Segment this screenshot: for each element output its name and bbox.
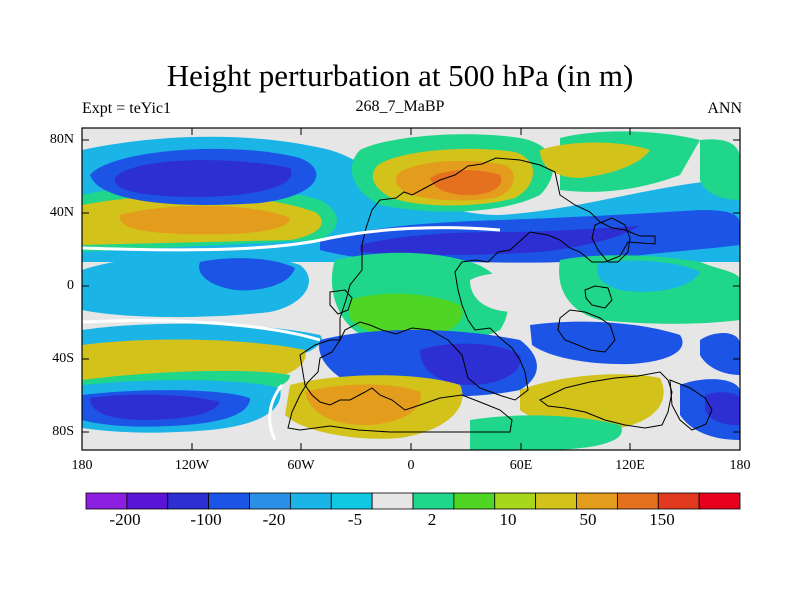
colorbar-label-m20: -20 xyxy=(262,510,286,529)
colorbar-label-10: 10 xyxy=(499,510,517,529)
colorbar-box-1 xyxy=(126,492,169,510)
y-axis-ticks xyxy=(82,139,740,433)
colorbar-box-0 xyxy=(85,492,128,510)
y-label-40s: 40S xyxy=(52,351,74,366)
tropics-blue xyxy=(199,258,295,291)
y-label-40n: 40N xyxy=(49,205,74,220)
low-north-atlantic-darkblue xyxy=(114,160,292,197)
high-asia-redorange xyxy=(430,170,502,196)
colorbar-box-11 xyxy=(535,492,577,510)
x-label-0: 0 xyxy=(407,458,415,473)
band-arctic-green xyxy=(700,139,740,200)
colorbar-box-14 xyxy=(657,492,700,510)
colorbar-box-2 xyxy=(167,492,210,510)
colorbar-box-6 xyxy=(330,492,373,510)
south-atlantic-high-orange xyxy=(305,384,421,426)
x-label-60w: 60W xyxy=(287,458,315,473)
coastlines xyxy=(287,157,713,433)
band-north-orange xyxy=(119,205,290,235)
map-title: Height perturbation at 500 hPa (in m) xyxy=(166,58,634,93)
zero-contour-lines xyxy=(82,226,501,441)
colorbar-label-m5: -5 xyxy=(347,510,363,529)
colorbar-label-m100: -100 xyxy=(190,510,222,529)
colorbar-box-9 xyxy=(453,492,496,510)
south-indian-high-green xyxy=(470,415,622,450)
colorbar-box-5 xyxy=(289,492,332,510)
south-indian-blue xyxy=(530,321,683,365)
south-high-darkblue xyxy=(90,394,220,420)
colorbar-box-12 xyxy=(576,492,618,510)
south-right-low-darkblue xyxy=(705,392,740,426)
zero-contour-north xyxy=(82,226,501,252)
zero-contour-south xyxy=(82,319,321,342)
coastline-west-europe xyxy=(329,289,353,315)
colorbar xyxy=(85,492,741,510)
x-label-120e: 120E xyxy=(615,458,645,473)
colorbar-box-13 xyxy=(616,492,659,510)
colorbar-box-10 xyxy=(494,492,537,510)
colorbar-box-7 xyxy=(371,492,414,510)
coastline-south-asia xyxy=(557,309,616,353)
x-axis-ticks xyxy=(81,128,741,450)
coastline-sea-east xyxy=(591,217,631,263)
period-label: 268_7_MaBP xyxy=(355,98,445,115)
coastline-australia xyxy=(539,371,673,429)
coastline-africa-south xyxy=(287,339,513,433)
colorbar-label-150: 150 xyxy=(649,510,675,529)
y-label-0: 0 xyxy=(67,278,74,293)
experiment-label: Expt = teYic1 xyxy=(82,100,172,117)
tropics-green-bright xyxy=(350,293,463,339)
season-label: ANN xyxy=(707,100,742,117)
coastline-antarctic-edge xyxy=(669,379,713,431)
south-indian-high-yellow xyxy=(520,374,664,430)
zero-contour-far-south xyxy=(268,384,284,441)
equatorial-white-patch xyxy=(470,273,544,312)
x-label-120w: 120W xyxy=(174,458,210,473)
colorbar-label-m200: -200 xyxy=(109,510,141,529)
south-right-blue xyxy=(700,333,740,375)
colorbar-box-3 xyxy=(208,492,250,510)
x-label-180-right: 180 xyxy=(729,458,751,473)
x-label-60e: 60E xyxy=(509,458,533,473)
x-label-180-left: 180 xyxy=(71,458,93,473)
y-label-80s: 80S xyxy=(52,424,74,439)
colorbar-box-15 xyxy=(698,492,741,510)
colorbar-label-2: 2 xyxy=(427,510,437,529)
colorbar-label-50: 50 xyxy=(579,510,597,529)
band-pacific-yellow xyxy=(540,142,650,178)
tropics-east-lightblue xyxy=(596,260,700,292)
colorbar-box-8 xyxy=(412,492,455,510)
south-atlantic-darkblue xyxy=(420,343,521,385)
coastline-eurasia xyxy=(339,157,656,401)
coastline-indonesia xyxy=(584,285,613,309)
colorbar-box-4 xyxy=(249,492,291,510)
contour-field xyxy=(82,128,740,450)
y-label-80n: 80N xyxy=(49,132,74,147)
